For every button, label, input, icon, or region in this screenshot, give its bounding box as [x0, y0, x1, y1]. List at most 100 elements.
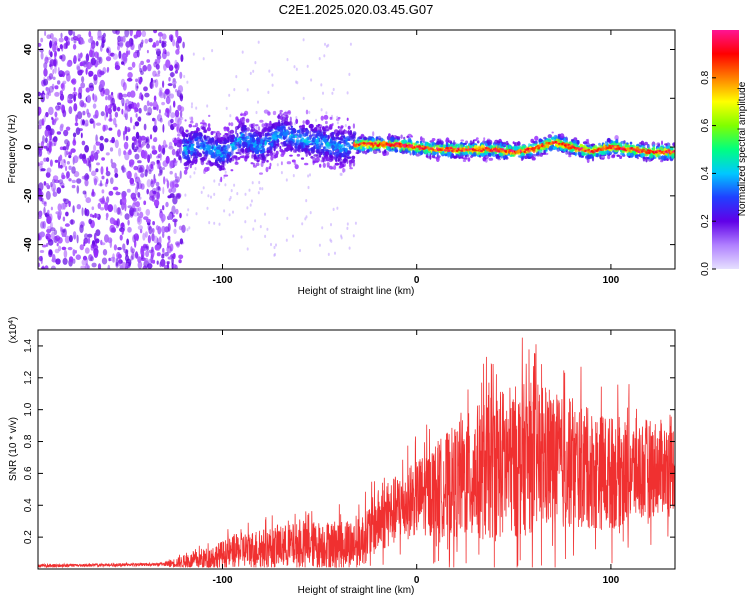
spectrogram-cell — [254, 219, 257, 223]
spectrogram-cell — [473, 152, 477, 157]
spectrogram-cell — [288, 135, 292, 139]
spectrogram-cell — [281, 150, 286, 153]
spectrogram-cell — [215, 150, 220, 154]
spectrogram-cell — [156, 191, 160, 200]
spectrogram-cell — [295, 116, 298, 120]
spectrogram-cell — [320, 83, 323, 87]
spectrogram-cell — [201, 126, 206, 130]
spectrogram-cell — [327, 134, 330, 140]
spectrogram-cell — [565, 150, 568, 155]
spectrogram-cell — [658, 149, 662, 153]
spectrogram-cell — [307, 174, 310, 178]
spectrogram-cell — [179, 106, 185, 112]
spectrogram-cell — [183, 134, 186, 139]
spectrogram-cell — [255, 162, 260, 167]
spectrogram-cell — [163, 91, 166, 100]
spectrogram-cell — [95, 122, 102, 126]
spectrogram-cell — [110, 227, 115, 233]
spectrogram-cell — [56, 187, 62, 194]
spectrogram-cell — [599, 150, 604, 155]
spectrogram-cell — [245, 118, 250, 123]
spectrogram-cell — [658, 154, 661, 157]
spectrogram-cell — [125, 40, 131, 48]
spectrogram-cell — [88, 49, 93, 58]
spectrogram-cell — [309, 130, 312, 135]
spectrogram-cell — [264, 136, 268, 140]
spectrogram-cell — [141, 39, 144, 45]
spectrogram-cell — [91, 170, 97, 177]
spectrogram-cell — [264, 133, 267, 137]
spectrogram-cell — [93, 74, 98, 81]
spectrogram-cell — [99, 143, 104, 152]
spectrogram-cell — [439, 145, 444, 148]
spectrogram-cell — [43, 181, 47, 186]
spectrogram-cell — [175, 89, 178, 93]
spectrogram-cell — [340, 152, 345, 158]
spectrogram-cell — [324, 151, 330, 156]
spectrogram-cell — [99, 70, 105, 76]
spectrogram-cell — [606, 137, 611, 143]
spectrogram-cell — [229, 195, 232, 200]
spectrogram-cell — [92, 103, 97, 109]
spectrogram-cell — [620, 140, 626, 144]
spectrogram-y-ticks: -40 -20 0 20 40 — [23, 44, 675, 252]
spectrogram-cell — [122, 35, 126, 43]
spectrogram-cell — [250, 199, 253, 203]
spectrogram-cell — [131, 136, 137, 142]
spectrogram-cell — [51, 83, 55, 90]
spectrogram-cell — [144, 92, 150, 98]
spectrogram-cell — [217, 132, 222, 136]
spectrogram-cell — [61, 232, 65, 238]
spectrogram-cell — [83, 123, 89, 127]
spectrogram-cell — [47, 209, 50, 215]
spectrogram-cell — [556, 147, 561, 152]
spectrogram-cell — [44, 265, 49, 269]
spectrogram-cell — [78, 128, 83, 132]
spectrogram-cell — [609, 146, 613, 150]
spectrogram-cell — [420, 150, 424, 155]
spectrogram-cell — [238, 143, 242, 148]
spectrogram-cell — [334, 162, 340, 166]
spectrogram-cell — [49, 51, 53, 58]
spectrogram-cell — [297, 144, 302, 150]
spectrogram-cell — [122, 243, 126, 251]
spectrogram-cell — [323, 156, 328, 162]
spectrogram-cell — [140, 247, 145, 256]
spectrogram-cell — [127, 128, 131, 132]
spectrogram-cell — [415, 140, 419, 144]
spectrogram-cell — [329, 126, 333, 130]
spectrogram-cell — [127, 72, 133, 79]
spectrogram-cell — [169, 72, 175, 78]
spectrogram-cell — [137, 116, 142, 122]
spectrogram-cell — [117, 129, 121, 138]
spectrogram-cell — [130, 246, 133, 253]
spectrogram-cell — [257, 126, 261, 131]
spectrogram-cell — [65, 165, 68, 172]
spectrogram-cell — [145, 112, 152, 116]
spectrogram-cell — [93, 120, 96, 129]
spectrogram-cell — [576, 140, 580, 145]
spectrogram-cell — [135, 141, 140, 148]
spectrogram-cell — [65, 40, 68, 49]
spectrogram-cell — [38, 42, 42, 47]
spectrogram-cell — [119, 265, 124, 269]
spectrogram-cell — [58, 37, 64, 43]
spectrogram-cell — [141, 30, 147, 37]
spectrogram-cell — [281, 126, 286, 129]
spectrogram-cell — [396, 144, 400, 148]
spectrogram-cell — [230, 139, 234, 142]
spectrogram-cell — [195, 106, 198, 110]
spectrogram-cell — [261, 187, 264, 191]
spectrogram-cell — [309, 173, 311, 177]
spectrogram-cell — [337, 116, 341, 120]
spectrogram-cell — [153, 95, 157, 102]
spectrogram-cell — [61, 229, 66, 233]
spectrogram-cell — [137, 160, 142, 164]
spectrogram-cell — [83, 241, 86, 247]
spectrogram-cell — [145, 244, 149, 249]
spectrogram-cell — [78, 40, 81, 45]
spectrogram-cell — [424, 149, 428, 155]
spectrogram-cell — [105, 178, 109, 185]
spectrogram-cell — [318, 154, 322, 158]
spectrogram-cell — [281, 113, 284, 116]
